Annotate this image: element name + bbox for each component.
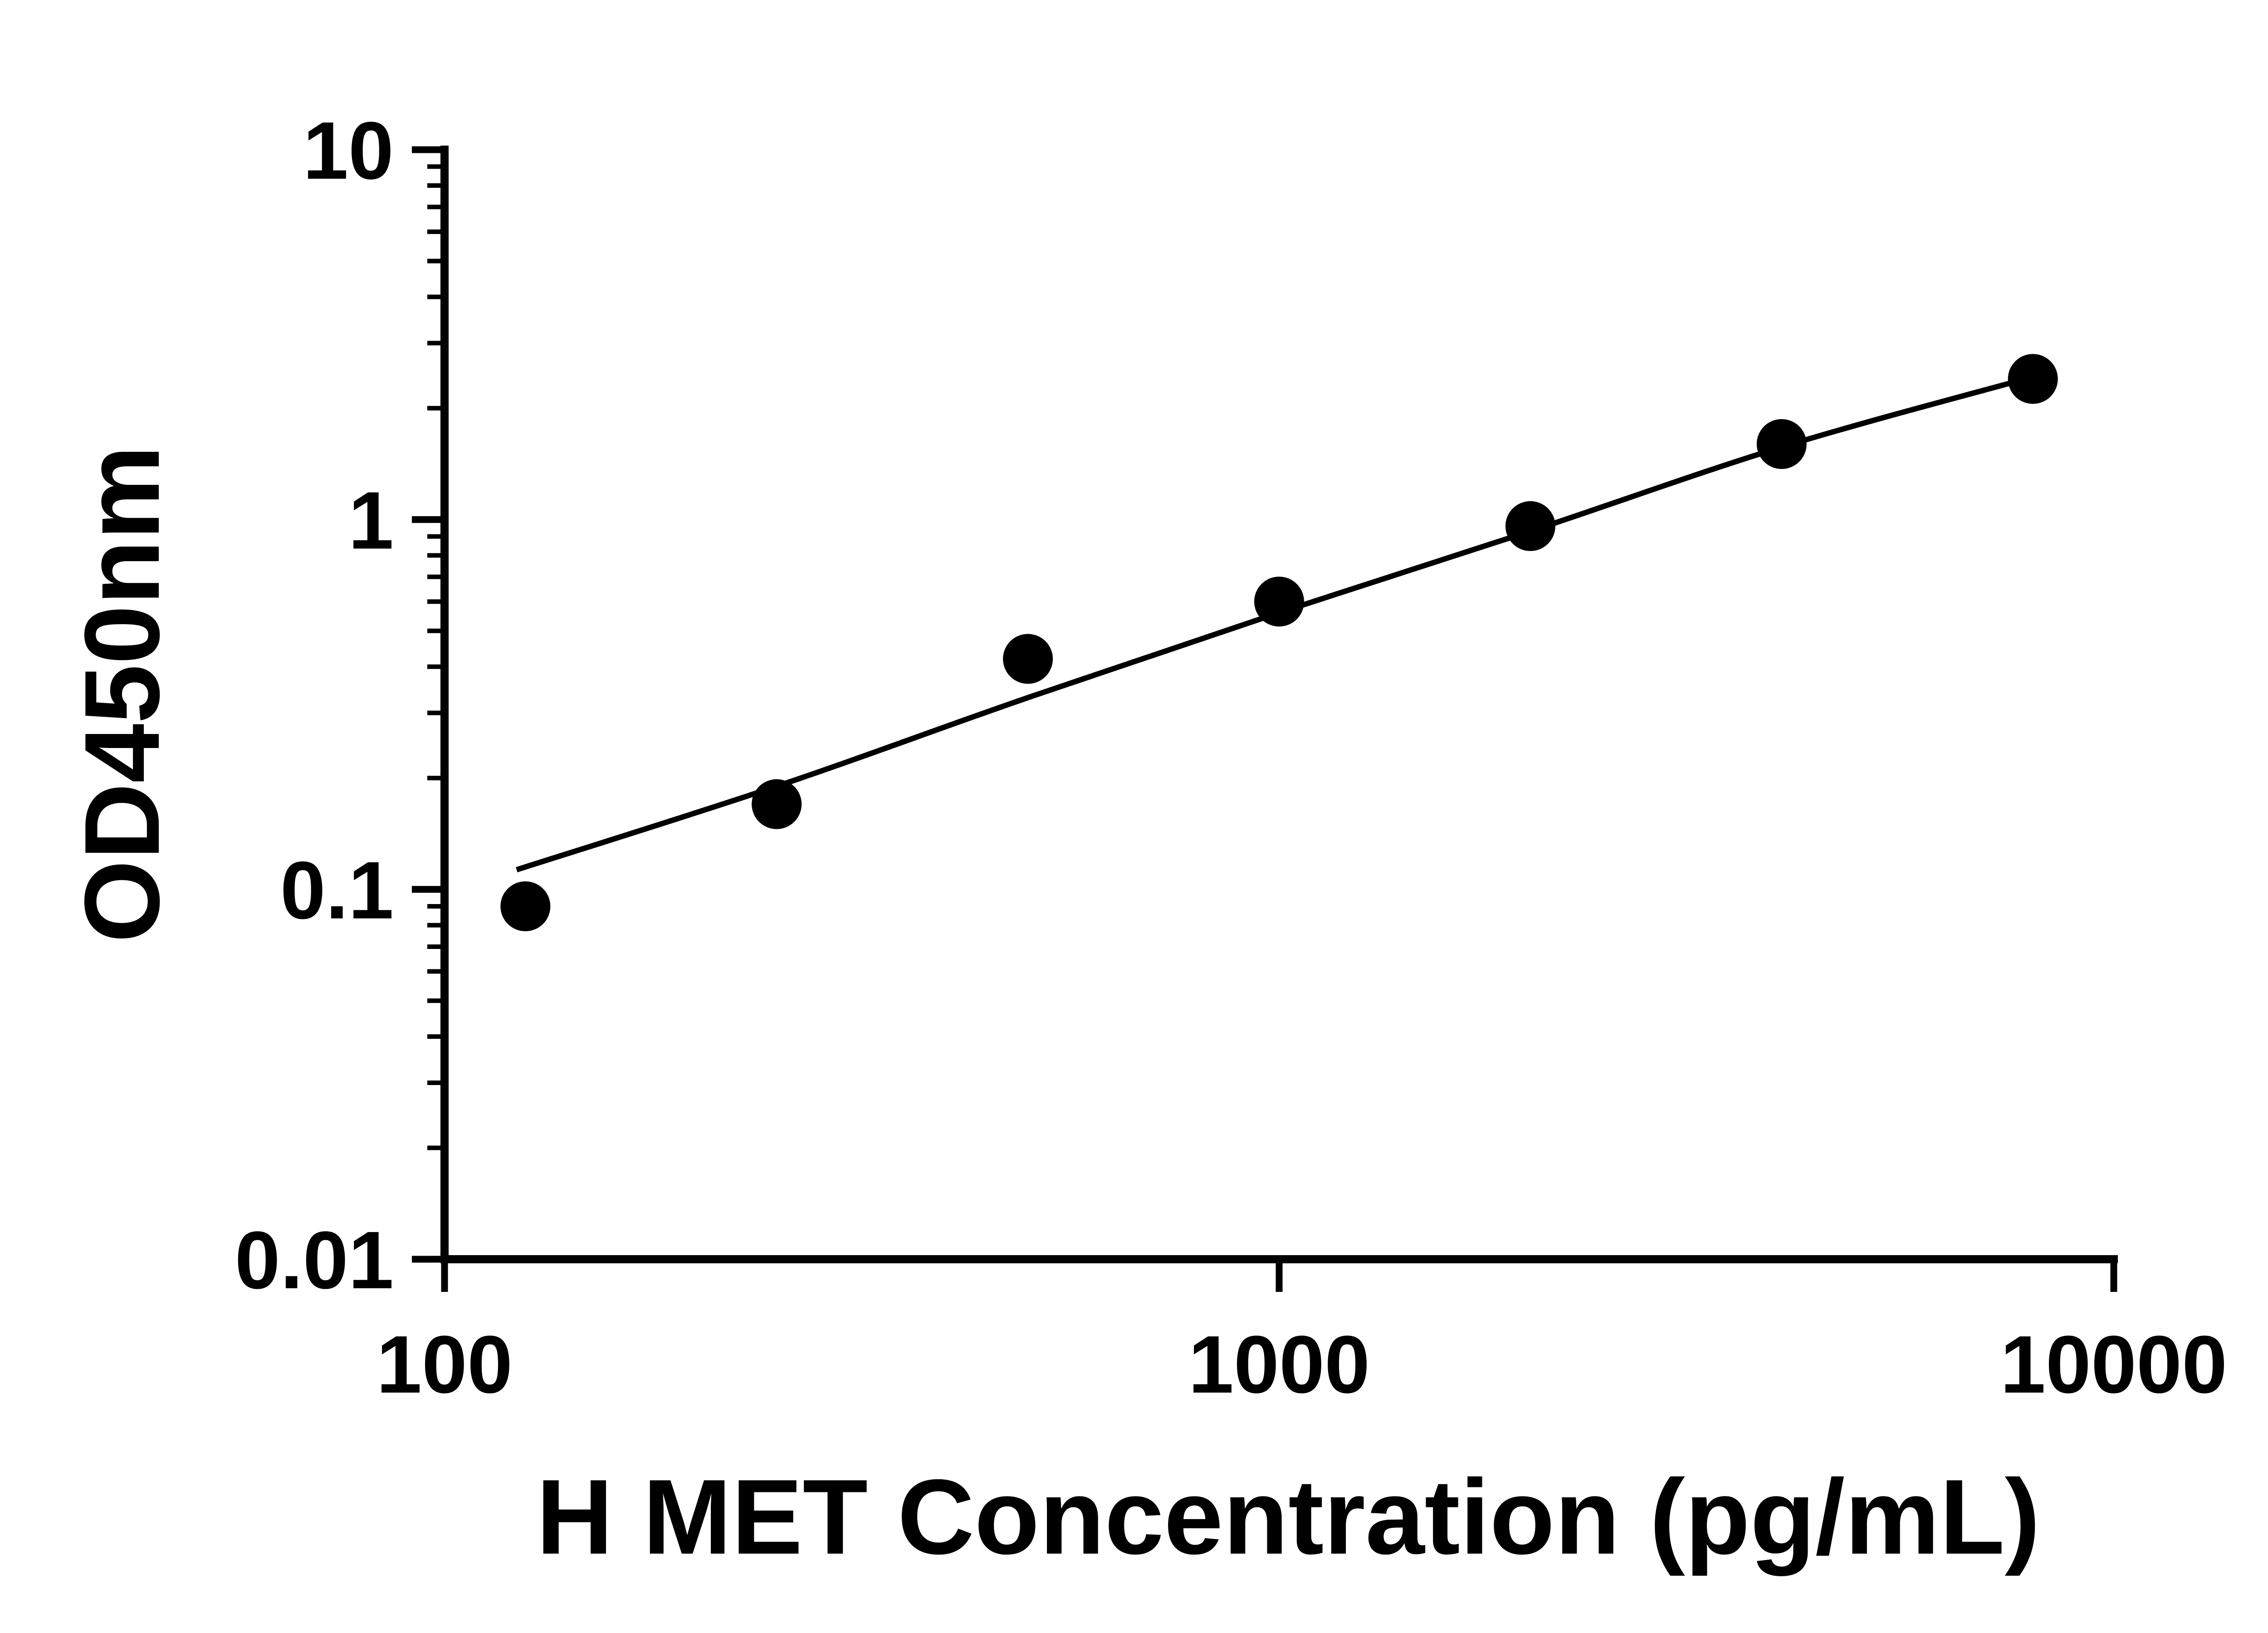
data-point bbox=[1003, 634, 1053, 684]
data-point bbox=[752, 779, 802, 829]
data-points-layer bbox=[500, 354, 2058, 931]
tick-labels-layer: 100 1000 10000 10 1 0.1 0.01 bbox=[235, 105, 2228, 1410]
x-tick-label: 10000 bbox=[2000, 1319, 2228, 1410]
y-tick-label: 0.1 bbox=[280, 845, 394, 936]
x-tick-label: 100 bbox=[376, 1319, 513, 1410]
y-tick-label: 1 bbox=[348, 475, 394, 566]
data-point bbox=[1756, 419, 1807, 469]
data-point bbox=[1254, 577, 1304, 627]
y-tick-label: 10 bbox=[303, 105, 394, 196]
x-tick-label: 1000 bbox=[1188, 1319, 1370, 1410]
y-tick-label: 0.01 bbox=[235, 1215, 394, 1306]
y-axis-title: OD450nm bbox=[62, 445, 181, 943]
data-point bbox=[500, 881, 551, 931]
x-axis-title: H MET Concentration (pg/mL) bbox=[536, 1457, 2040, 1576]
data-point bbox=[2008, 354, 2058, 404]
data-point bbox=[1505, 501, 1555, 551]
axes-layer bbox=[412, 146, 2118, 1292]
